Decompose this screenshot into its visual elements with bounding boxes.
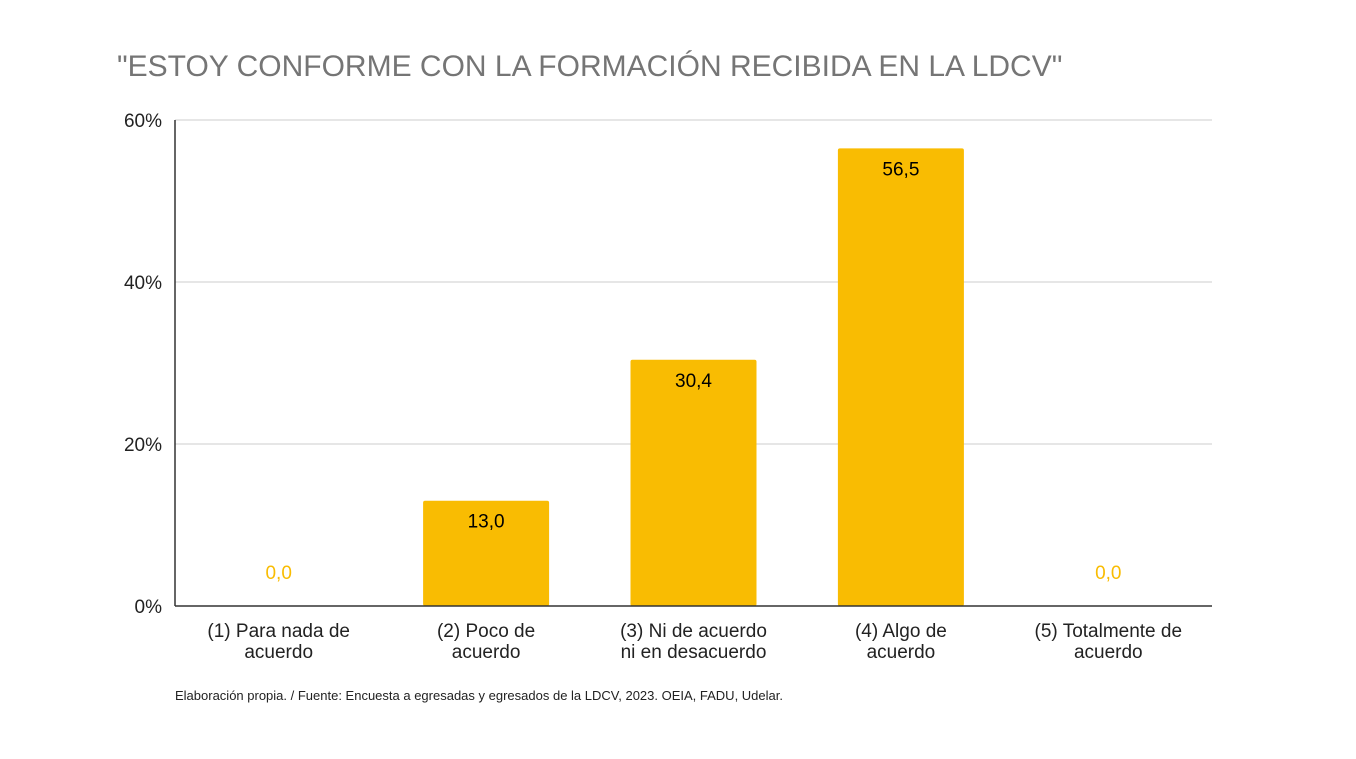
bar: [837, 148, 964, 606]
y-tick-label: 40%: [124, 273, 162, 294]
x-tick-label: acuerdo: [452, 642, 521, 663]
data-label: 13,0: [468, 512, 505, 533]
y-tick-label: 0%: [135, 597, 163, 618]
data-labels: 0,0 13,0 30,4 56,5 0,0: [265, 159, 1121, 584]
data-label: 0,0: [1095, 563, 1121, 584]
bar: [423, 500, 550, 606]
x-tick-label: (5) Totalmente de: [1035, 621, 1183, 642]
x-tick-label: acuerdo: [1074, 642, 1143, 663]
y-tick-label: 60%: [124, 111, 162, 132]
data-label: 56,5: [882, 159, 919, 180]
x-tick-label: (4) Algo de: [855, 621, 947, 642]
y-tick-labels: 0% 20% 40% 60%: [124, 111, 162, 618]
x-tick-label: (2) Poco de: [437, 621, 535, 642]
bar: [630, 359, 757, 606]
axes: [174, 120, 1212, 607]
source-footnote: Elaboración propia. / Fuente: Encuesta a…: [175, 688, 783, 703]
data-label: 0,0: [265, 563, 291, 584]
x-tick-label: acuerdo: [244, 642, 313, 663]
y-tick-label: 20%: [124, 435, 162, 456]
bars: [423, 148, 964, 606]
x-tick-label: (1) Para nada de: [207, 621, 350, 642]
data-label: 30,4: [675, 371, 712, 392]
x-tick-label: acuerdo: [867, 642, 936, 663]
x-tick-label: (3) Ni de acuerdo: [620, 621, 767, 642]
x-tick-label: ni en desacuerdo: [621, 642, 767, 663]
chart-title: "ESTOY CONFORME CON LA FORMACIÓN RECIBID…: [117, 50, 1063, 83]
